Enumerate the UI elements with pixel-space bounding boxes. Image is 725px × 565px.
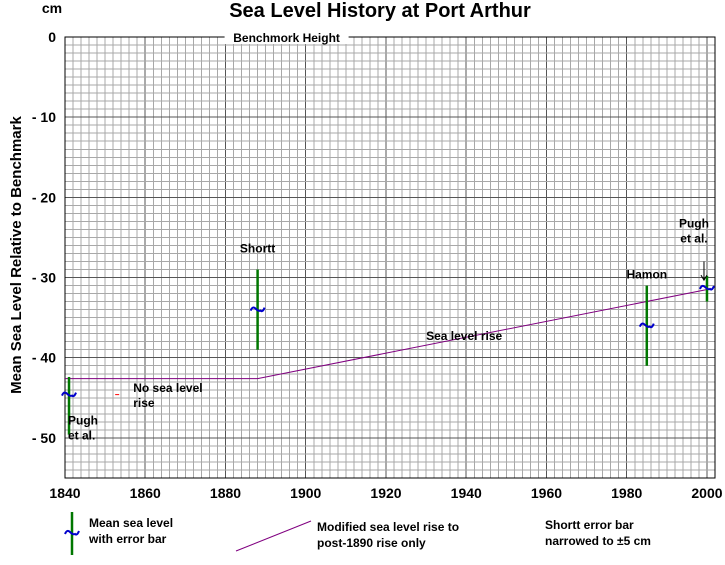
y-tick-label: - 50	[32, 430, 56, 446]
x-tick-label: 1960	[531, 485, 562, 501]
mean-sea-level-marker	[61, 391, 77, 398]
observation-label: Pugh	[68, 414, 98, 428]
legend-note: narrowed to ±5 cm	[545, 534, 651, 548]
mean-sea-level-marker	[638, 322, 655, 329]
axis-ticks: 1840 1860 1880 1900 1920 1940 1960 1980 2000 0 - 1…	[32, 29, 723, 501]
y-tick-label: - 10	[32, 109, 56, 125]
legend-note: Shortt error bar	[545, 518, 634, 532]
rise-annotation: Sea level rise	[426, 329, 502, 343]
benchmark-label-bg	[224, 31, 349, 44]
x-tick-label: 1860	[130, 485, 161, 501]
observation-label: Hamon	[626, 268, 667, 282]
plot-frame	[64, 36, 716, 479]
mean-sea-level-marker	[699, 284, 715, 291]
benchmark-label: Benchmork Height	[233, 31, 340, 45]
y-tick-label: - 40	[32, 350, 56, 366]
observation-label: et al.	[680, 231, 707, 245]
y-axis-title: Mean Sea Level Relative to Benchmark	[8, 116, 25, 394]
y-tick-label: 0	[48, 29, 56, 45]
x-tick-label: 1920	[370, 485, 401, 501]
x-tick-label: 1940	[451, 485, 482, 501]
y-unit-label: cm	[42, 0, 62, 16]
x-tick-label: 2000	[691, 485, 722, 501]
legend-marker	[64, 529, 80, 536]
rise-line	[65, 288, 712, 380]
observation-label: Pugh	[679, 216, 709, 230]
legend-rise-line	[235, 520, 312, 552]
no-rise-annotation: No sea level	[133, 381, 202, 395]
pointer-arrow-head	[700, 274, 708, 282]
grid	[64, 36, 716, 479]
legend-mean-label: with error bar	[88, 532, 167, 546]
observation-label: et al.	[68, 429, 95, 443]
legend-mean-label: Mean sea level	[89, 516, 173, 530]
x-tick-label: 1900	[290, 485, 321, 501]
mean-sea-level-marker	[249, 306, 266, 313]
x-tick-label: 1880	[210, 485, 241, 501]
y-tick-label: - 30	[32, 270, 56, 286]
no-rise-annotation: rise	[133, 396, 155, 410]
observation-label: Shortt	[240, 242, 275, 256]
legend-rise-label: Modified sea level rise to	[317, 520, 459, 534]
legend: Mean sea level with error bar Modified sea…	[64, 512, 651, 555]
x-tick-label: 1840	[49, 485, 80, 501]
legend-rise-label: post-1890 rise only	[317, 536, 426, 550]
chart-title: Sea Level History at Port Arthur	[229, 0, 531, 22]
x-tick-label: 1980	[611, 485, 642, 501]
y-tick-label: - 20	[32, 189, 56, 205]
